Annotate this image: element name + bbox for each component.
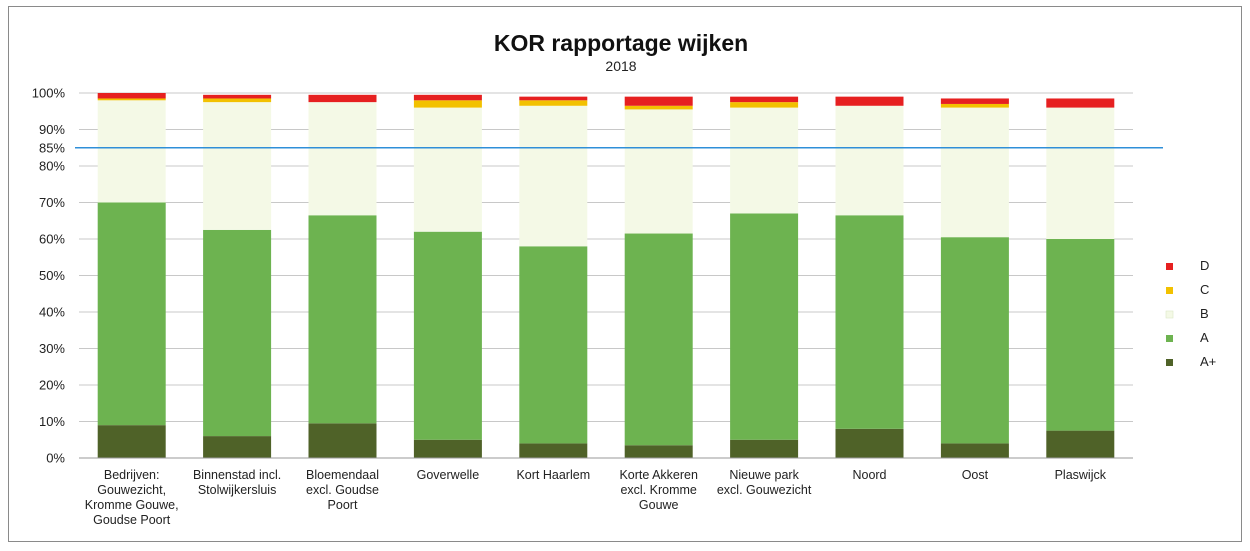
chart-title: KOR rapportage wijken [494,30,748,56]
legend-swatch [1165,310,1174,319]
bar-segment-a-plus [413,439,482,458]
bar-segment-a-plus [940,443,1009,458]
bar-group [1046,98,1115,458]
bars [97,93,1115,458]
x-tick-label: Oost [962,468,989,482]
bar-group [624,96,693,458]
y-tick-label: 80% [39,159,65,174]
bar-segment-a-plus [624,445,693,458]
x-tick-label: Nieuwe park excl. Gouwezicht [717,468,812,497]
y-tick-label: 70% [39,195,65,210]
bar-segment-c [203,98,272,103]
legend-swatch [1166,263,1173,270]
bar-segment-a-plus [203,436,272,458]
bar-segment-d [730,96,799,103]
legend-label: D [1200,258,1209,273]
bar-segment-d [835,96,904,106]
bar-segment-a-plus [519,443,588,458]
legend-label: A [1200,330,1209,345]
bar-segment-a-plus [97,425,166,458]
y-tick-label: 30% [39,341,65,356]
bar-group [940,98,1009,458]
bar-segment-d [203,94,272,99]
bar-group [97,93,166,458]
bar-segment-c [940,103,1009,108]
bar-segment-b [730,107,799,214]
bar-segment-b [835,105,904,216]
y-tick-label: 100% [32,86,66,101]
bar-segment-b [940,107,1009,238]
bar-segment-a-plus [835,428,904,458]
bar-segment-d [1046,98,1115,108]
bar-segment-d [413,94,482,101]
bar-group [203,94,272,458]
bar-segment-d [308,94,377,103]
legend-swatch [1166,359,1173,366]
bar-segment-a [203,229,272,437]
x-tick-label: Bedrijven: Gouwezicht, Kromme Gouwe, Goudse… [85,468,179,527]
bar-segment-a [940,237,1009,444]
y-tick-label: 50% [39,268,65,283]
y-tick-label: 85% [39,140,65,155]
bar-group [835,96,904,458]
legend-swatch [1166,287,1173,294]
x-axis: Bedrijven: Gouwezicht, Kromme Gouwe, Goudse… [79,457,1133,527]
bar-segment-a [835,215,904,429]
bar-segment-c [413,100,482,108]
y-tick-label: 10% [39,414,65,429]
bar-group [519,96,588,458]
legend-label: B [1200,306,1209,321]
chart-subtitle: 2018 [605,58,636,74]
bar-segment-c [730,102,799,108]
bar-segment-c [97,98,166,101]
y-tick-label: 90% [39,122,65,137]
legend-label: C [1200,282,1209,297]
y-tick-label: 0% [46,451,65,466]
bar-group [730,96,799,458]
x-tick-label: Goverwelle [417,468,480,482]
bar-segment-b [308,102,377,216]
chart-frame: KOR rapportage wijken 2018 0% 10% 20% 30% 40… [8,6,1242,542]
bar-group [413,94,482,458]
x-tick-label: Kort Haarlem [516,468,590,482]
bar-segment-d [97,93,166,99]
bar-segment-a [413,231,482,440]
bar-segment-d [624,96,693,106]
bar-segment-b [203,102,272,230]
bar-segment-a-plus [1046,430,1115,458]
bar-segment-a [1046,239,1115,431]
bar-segment-b [1046,107,1115,239]
bar-segment-a [730,213,799,440]
y-tick-label: 20% [39,378,65,393]
legend-swatch [1166,335,1173,342]
bar-segment-a [97,202,166,426]
bar-segment-b [624,109,693,234]
x-tick-label: Plaswijck [1055,468,1107,482]
bar-segment-d [519,96,588,101]
bar-segment-b [413,107,482,232]
bar-segment-b [97,100,166,203]
y-tick-label: 60% [39,232,65,247]
bar-segment-c [519,100,588,106]
x-tick-label: Binnenstad incl. Stolwijkersluis [193,468,281,497]
bar-segment-b [519,105,588,247]
x-tick-label: Noord [852,468,886,482]
bar-segment-c [624,105,693,110]
bar-segment-a-plus [308,423,377,458]
bar-segment-a [624,233,693,446]
bar-segment-a-plus [730,439,799,458]
y-tick-label: 40% [39,305,65,320]
y-axis: 0% 10% 20% 30% 40% 50% 60% 70% 80% 85% 90% 100% [32,86,66,466]
legend-label: A+ [1200,354,1216,369]
stacked-bar-chart: KOR rapportage wijken 2018 0% 10% 20% 30% 40… [32,30,1217,527]
bar-group [308,94,377,458]
x-tick-label: Bloemendaal excl. Goudse Poort [306,468,379,512]
bar-segment-a [308,215,377,424]
bar-segment-d [940,98,1009,104]
bar-segment-a [519,246,588,444]
x-tick-label: Korte Akkeren excl. Kromme Gouwe [619,468,698,512]
